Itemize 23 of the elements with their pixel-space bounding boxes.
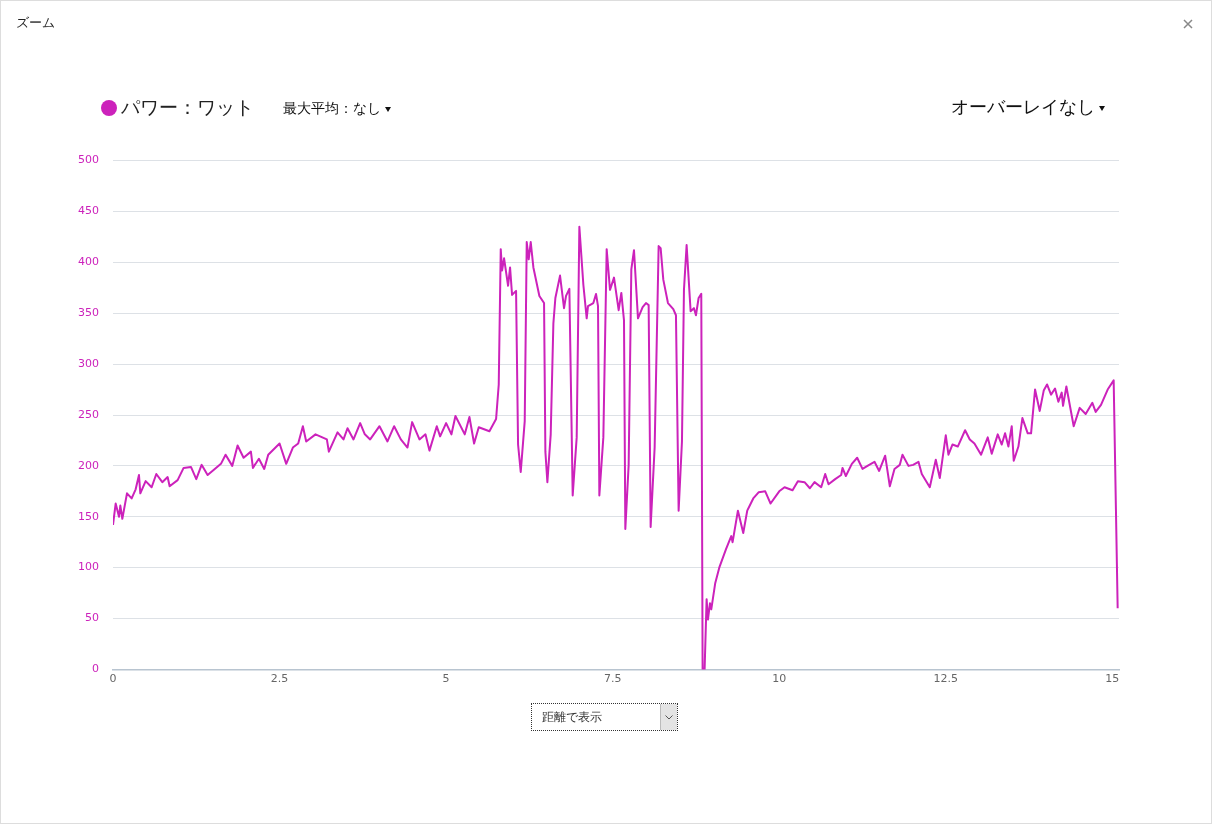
- x-tick-label: 0: [109, 671, 117, 685]
- chart-title: ズーム: [16, 14, 55, 32]
- legend-label: パワー：ワット: [121, 95, 254, 120]
- y-tick-label: 300: [78, 356, 99, 370]
- y-tick-label: 450: [78, 204, 99, 218]
- y-tick-label: 350: [78, 306, 99, 320]
- x-tick-label: 7.5: [603, 671, 622, 685]
- y-tick-label: 50: [85, 611, 99, 625]
- y-tick-label: 250: [78, 407, 99, 421]
- x-tick-label: 5: [442, 671, 450, 685]
- y-tick-label: 100: [78, 560, 99, 574]
- x-tick-label: 15: [1105, 671, 1120, 685]
- text: オーバーレイなし: [951, 96, 1095, 117]
- x-tick-label: 12.5: [933, 671, 959, 685]
- y-tick-label: 150: [78, 509, 99, 523]
- x-tick-label: 2.5: [270, 671, 289, 685]
- y-tick-label: 400: [78, 255, 99, 269]
- x-tick-label: 10: [772, 671, 787, 685]
- text: 最大平均：なし: [283, 100, 381, 116]
- y-tick-label: 200: [78, 458, 99, 472]
- text: 距離で表示: [541, 708, 603, 726]
- y-tick-label: 500: [78, 153, 99, 167]
- y-tick-label: 0: [92, 662, 99, 676]
